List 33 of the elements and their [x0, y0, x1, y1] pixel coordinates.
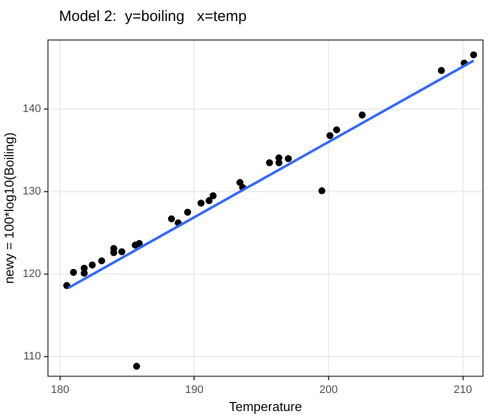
point	[210, 192, 217, 200]
x-tick-label: 190	[185, 384, 204, 396]
point	[438, 66, 445, 74]
point	[326, 132, 334, 140]
x-tick-label: 200	[319, 384, 338, 396]
point	[168, 215, 175, 222]
point	[118, 248, 126, 256]
point	[236, 179, 244, 186]
point	[80, 264, 88, 272]
point	[266, 159, 274, 166]
point	[358, 111, 366, 118]
point	[318, 187, 326, 194]
point	[198, 200, 205, 207]
y-tick-label: 120	[22, 268, 41, 280]
point	[136, 240, 143, 248]
point	[470, 51, 478, 58]
x-tick-label: 180	[50, 384, 70, 396]
point	[70, 268, 77, 276]
x-axis-title: Temperature	[228, 398, 302, 414]
point	[333, 126, 340, 134]
point	[275, 154, 282, 162]
y-tick-label: 110	[23, 350, 41, 362]
y-tick-label: 140	[22, 103, 41, 116]
point	[88, 261, 96, 268]
y-axis-title: newy = 100*log10(Boiling)	[1, 132, 16, 284]
point	[133, 362, 140, 370]
y-tick-label: 130	[22, 186, 41, 198]
point	[98, 257, 106, 264]
point	[284, 155, 292, 162]
point	[184, 208, 192, 216]
x-tick-label: 210	[454, 384, 472, 396]
point	[206, 197, 213, 204]
chart-title: Model 2: y=boiling x=temp	[59, 8, 247, 25]
